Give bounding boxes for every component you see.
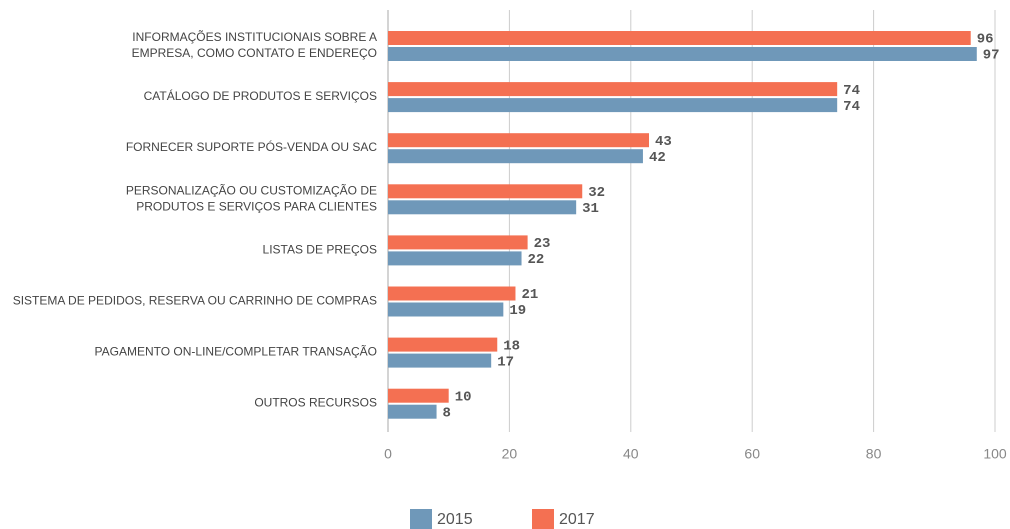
bar: [388, 388, 449, 403]
value-label: 10: [455, 389, 472, 405]
value-label: 17: [497, 354, 514, 370]
value-label: 42: [649, 150, 666, 166]
bar: [388, 286, 516, 301]
bar: [388, 47, 977, 61]
value-label: 21: [521, 287, 538, 303]
value-label: 74: [843, 99, 860, 115]
value-label: 31: [582, 201, 599, 217]
value-label: 43: [655, 134, 672, 150]
value-label: 19: [509, 303, 526, 319]
y-tick-label: SISTEMA DE PEDIDOS, RESERVA OU CARRINHO …: [13, 294, 377, 308]
bar: [388, 31, 971, 45]
value-label: 23: [534, 236, 551, 252]
value-label: 97: [983, 48, 1000, 64]
x-tick-label: 0: [384, 446, 392, 462]
value-label: 18: [503, 338, 520, 354]
bar: [388, 98, 838, 113]
y-tick-label: CATÁLOGO DE PRODUTOS E SERVIÇOS: [144, 88, 377, 103]
bar: [388, 200, 577, 215]
legend-swatch: [532, 509, 554, 529]
x-tick-label: 80: [866, 446, 882, 462]
bar: [388, 353, 492, 368]
x-tick-label: 100: [983, 446, 1007, 462]
y-tick-label: PERSONALIZAÇÃO OU CUSTOMIZAÇÃO DE PRODUTO…: [126, 183, 377, 213]
bar: [388, 302, 504, 317]
bar: [388, 184, 583, 199]
bar: [388, 133, 650, 148]
legend-label: 2015: [437, 511, 473, 528]
y-tick-label: FORNECER SUPORTE PÓS-VENDA OU SAC: [126, 139, 377, 154]
bar: [388, 251, 522, 266]
bar: [388, 404, 437, 419]
bar: [388, 337, 498, 352]
legend-label: 2017: [559, 511, 595, 528]
x-tick-label: 20: [502, 446, 518, 462]
x-tick-label: 40: [623, 446, 639, 462]
y-tick-label: PAGAMENTO ON-LINE/COMPLETAR TRANSAÇÃO: [95, 345, 378, 359]
value-label: 8: [443, 405, 451, 421]
bar: [388, 82, 838, 97]
x-tick-label: 60: [744, 446, 760, 462]
bar: [388, 235, 528, 250]
value-label: 74: [843, 83, 860, 99]
y-tick-label: LISTAS DE PREÇOS: [263, 243, 377, 257]
value-label: 32: [588, 185, 605, 201]
y-tick-label: OUTROS RECURSOS: [254, 396, 377, 410]
value-label: 22: [528, 252, 545, 268]
legend-swatch: [410, 509, 432, 529]
bar: [388, 149, 643, 164]
value-label: 96: [977, 32, 994, 48]
y-tick-label: INFORMAÇÕES INSTITUCIONAIS SOBRE A EMPRES…: [132, 29, 377, 60]
